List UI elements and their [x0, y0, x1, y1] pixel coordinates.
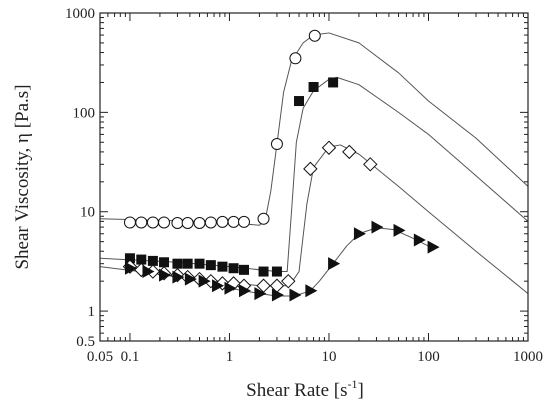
- x-tick-label: 10: [321, 349, 336, 365]
- data-point-filled-triangle-right: [289, 288, 302, 302]
- data-point-filled-square: [124, 253, 135, 264]
- x-axis-label-close: ]: [357, 380, 363, 401]
- y-tick-label: 0.5: [76, 334, 95, 350]
- data-point-filled-square: [258, 266, 269, 277]
- data-point-filled-square: [194, 258, 205, 269]
- data-point-filled-triangle-right: [212, 279, 225, 293]
- data-point-filled-triangle-right: [172, 270, 185, 284]
- data-point-filled-square: [294, 96, 305, 107]
- data-point-open-diamond: [342, 144, 357, 160]
- x-tick-label: 1000: [513, 349, 543, 365]
- data-point-filled-square: [205, 260, 216, 271]
- data-point-filled-square: [271, 266, 282, 277]
- y-tick-label: 1: [88, 304, 96, 320]
- data-point-filled-triangle-right: [328, 257, 341, 271]
- data-point-filled-triangle-right: [239, 284, 252, 298]
- x-tick-label: 0.1: [121, 349, 140, 365]
- data-point-filled-triangle-right: [184, 272, 197, 286]
- x-axis-label: Shear Rate [s-1]: [246, 377, 364, 401]
- data-point-filled-triangle-right: [254, 287, 267, 301]
- data-point-filled-triangle-right: [159, 268, 172, 282]
- data-point-filled-triangle-right: [224, 281, 237, 295]
- data-point-filled-square: [172, 258, 183, 269]
- axis-ticks-layer: [99, 12, 528, 342]
- data-point-filled-square: [308, 81, 319, 92]
- data-point-filled-square: [239, 264, 250, 275]
- data-point-filled-square: [182, 258, 193, 269]
- data-point-open-circle: [123, 216, 136, 229]
- data-point-open-diamond: [321, 140, 337, 155]
- data-point-open-circle: [181, 217, 194, 230]
- data-point-filled-triangle-right: [353, 227, 366, 241]
- data-point-open-circle: [204, 216, 217, 229]
- data-point-filled-square: [147, 255, 158, 266]
- data-point-filled-triangle-right: [413, 233, 426, 247]
- data-point-open-circle: [289, 52, 302, 65]
- y-tick-label: 1000: [65, 6, 95, 22]
- data-point-open-circle: [227, 215, 240, 228]
- data-point-filled-triangle-right: [393, 223, 406, 237]
- data-point-open-diamond: [363, 157, 378, 172]
- data-point-open-circle: [146, 216, 159, 229]
- data-point-filled-square: [159, 257, 170, 268]
- x-tick-label: 0.05: [87, 349, 113, 365]
- data-point-filled-triangle-right: [427, 240, 440, 254]
- data-point-filled-triangle-right: [371, 220, 384, 234]
- data-point-open-circle: [270, 138, 283, 151]
- data-point-open-circle: [158, 216, 171, 229]
- data-point-filled-triangle-right: [198, 274, 211, 288]
- data-point-open-circle: [216, 215, 229, 228]
- y-tick-labels: 0.5 1 10 100 1000: [65, 6, 95, 350]
- data-point-filled-square: [328, 77, 339, 88]
- y-axis-label: Shear Viscosity, η [Pa.s]: [12, 84, 33, 269]
- data-point-open-diamond: [281, 273, 296, 289]
- fit-curve-filled-square: [99, 76, 529, 273]
- data-point-open-circle: [193, 217, 206, 230]
- data-point-filled-triangle-right: [305, 284, 318, 298]
- data-point-filled-square: [228, 263, 239, 274]
- data-point-open-circle: [238, 215, 251, 228]
- x-axis-label-main: Shear Rate [s: [246, 380, 347, 401]
- x-axis-label-superscript: -1: [347, 377, 357, 391]
- data-point-open-diamond: [303, 161, 318, 177]
- fit-curve-open-circle: [99, 32, 529, 226]
- fit-curves-layer: [99, 32, 529, 297]
- data-points-layer: [122, 29, 440, 302]
- x-tick-labels: 0.05 0.1 1 10 100 1000: [87, 349, 543, 365]
- data-point-open-circle: [171, 217, 184, 230]
- data-point-filled-square: [136, 254, 147, 265]
- y-tick-label: 10: [80, 205, 95, 221]
- data-point-open-circle: [135, 216, 148, 229]
- y-tick-label: 100: [73, 105, 96, 121]
- data-point-open-circle: [308, 29, 321, 42]
- x-tick-label: 1: [226, 349, 234, 365]
- data-point-filled-triangle-right: [271, 288, 284, 302]
- data-point-filled-triangle-right: [124, 261, 137, 275]
- data-point-filled-triangle-right: [142, 265, 155, 279]
- x-tick-label: 100: [417, 349, 440, 365]
- data-point-filled-square: [217, 261, 228, 272]
- data-point-open-circle: [257, 212, 270, 225]
